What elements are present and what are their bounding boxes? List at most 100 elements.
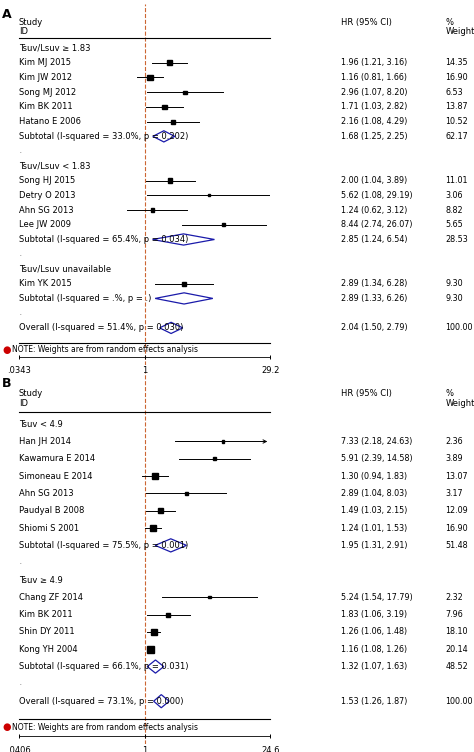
Text: Hatano E 2006: Hatano E 2006 bbox=[19, 117, 81, 126]
Bar bbox=[221, 441, 224, 443]
Bar bbox=[167, 60, 172, 65]
Text: Tsuv/Lsuv < 1.83: Tsuv/Lsuv < 1.83 bbox=[19, 162, 91, 170]
Text: 2.89 (1.34, 6.28): 2.89 (1.34, 6.28) bbox=[341, 279, 408, 288]
Text: 16.90: 16.90 bbox=[446, 523, 468, 532]
Text: 1.24 (0.62, 3.12): 1.24 (0.62, 3.12) bbox=[341, 205, 408, 214]
Text: %: % bbox=[446, 389, 454, 398]
Text: ID: ID bbox=[19, 26, 28, 35]
Bar bbox=[166, 613, 170, 617]
Bar bbox=[209, 596, 210, 599]
Text: 16.90: 16.90 bbox=[446, 73, 468, 82]
Text: Kim JW 2012: Kim JW 2012 bbox=[19, 73, 72, 82]
Text: 3.89: 3.89 bbox=[446, 454, 463, 463]
Text: NOTE: Weights are from random effects analysis: NOTE: Weights are from random effects an… bbox=[12, 723, 198, 732]
Bar bbox=[162, 105, 167, 109]
Text: 100.00: 100.00 bbox=[446, 323, 473, 332]
Bar bbox=[147, 646, 154, 653]
Text: 7.96: 7.96 bbox=[446, 610, 463, 619]
Text: Paudyal B 2008: Paudyal B 2008 bbox=[19, 506, 84, 515]
Text: Study: Study bbox=[19, 18, 43, 27]
Text: 10.52: 10.52 bbox=[446, 117, 468, 126]
Text: Lee JW 2009: Lee JW 2009 bbox=[19, 220, 71, 229]
Text: 2.85 (1.24, 6.54): 2.85 (1.24, 6.54) bbox=[341, 235, 408, 244]
Text: 3.06: 3.06 bbox=[446, 191, 463, 200]
Bar bbox=[147, 75, 153, 80]
Text: 48.52: 48.52 bbox=[446, 662, 468, 671]
Text: .: . bbox=[19, 311, 21, 316]
Text: 24.6: 24.6 bbox=[261, 746, 280, 752]
Text: 2.36: 2.36 bbox=[446, 437, 463, 446]
Polygon shape bbox=[154, 695, 169, 708]
Text: Song HJ 2015: Song HJ 2015 bbox=[19, 176, 75, 185]
Text: 1.16 (1.08, 1.26): 1.16 (1.08, 1.26) bbox=[341, 644, 408, 653]
Text: 2.00 (1.04, 3.89): 2.00 (1.04, 3.89) bbox=[341, 176, 408, 185]
Text: 1: 1 bbox=[142, 366, 147, 375]
Text: Tsuv/Lsuv unavailable: Tsuv/Lsuv unavailable bbox=[19, 265, 111, 274]
Text: 28.53: 28.53 bbox=[446, 235, 468, 244]
Text: 2.16 (1.08, 4.29): 2.16 (1.08, 4.29) bbox=[341, 117, 408, 126]
Text: 5.62 (1.08, 29.19): 5.62 (1.08, 29.19) bbox=[341, 191, 413, 200]
Text: Subtotal (I-squared = 75.5%, p = 0.001): Subtotal (I-squared = 75.5%, p = 0.001) bbox=[19, 541, 188, 550]
Text: 5.91 (2.39, 14.58): 5.91 (2.39, 14.58) bbox=[341, 454, 413, 463]
Text: 1.24 (1.01, 1.53): 1.24 (1.01, 1.53) bbox=[341, 523, 408, 532]
Text: 13.87: 13.87 bbox=[446, 102, 468, 111]
Polygon shape bbox=[153, 234, 214, 245]
Text: Kim YK 2015: Kim YK 2015 bbox=[19, 279, 72, 288]
Text: Study: Study bbox=[19, 389, 43, 398]
Text: Subtotal (I-squared = 65.4%, p = 0.034): Subtotal (I-squared = 65.4%, p = 0.034) bbox=[19, 235, 188, 244]
Bar bbox=[213, 457, 216, 460]
Text: Simoneau E 2014: Simoneau E 2014 bbox=[19, 472, 92, 481]
Text: HR (95% CI): HR (95% CI) bbox=[341, 18, 392, 27]
Polygon shape bbox=[160, 323, 183, 333]
Text: Subtotal (I-squared = 33.0%, p = 0.202): Subtotal (I-squared = 33.0%, p = 0.202) bbox=[19, 132, 188, 141]
Text: 1.53 (1.26, 1.87): 1.53 (1.26, 1.87) bbox=[341, 696, 408, 705]
Bar bbox=[152, 474, 157, 479]
Text: 7.33 (2.18, 24.63): 7.33 (2.18, 24.63) bbox=[341, 437, 413, 446]
Bar bbox=[158, 508, 163, 514]
Bar bbox=[182, 282, 186, 286]
Text: Kawamura E 2014: Kawamura E 2014 bbox=[19, 454, 95, 463]
Text: 62.17: 62.17 bbox=[446, 132, 468, 141]
Text: 29.2: 29.2 bbox=[261, 366, 279, 375]
Bar bbox=[183, 90, 187, 94]
Text: ID: ID bbox=[19, 399, 28, 408]
Text: 6.53: 6.53 bbox=[446, 88, 463, 97]
Bar bbox=[151, 629, 157, 635]
Text: NOTE: Weights are from random effects analysis: NOTE: Weights are from random effects an… bbox=[12, 345, 198, 354]
Text: Kong YH 2004: Kong YH 2004 bbox=[19, 644, 78, 653]
Text: 14.35: 14.35 bbox=[446, 58, 468, 67]
Text: Tsuv/Lsuv ≥ 1.83: Tsuv/Lsuv ≥ 1.83 bbox=[19, 44, 91, 53]
Text: Kim MJ 2015: Kim MJ 2015 bbox=[19, 58, 71, 67]
Polygon shape bbox=[147, 660, 164, 673]
Text: Song MJ 2012: Song MJ 2012 bbox=[19, 88, 76, 97]
Bar bbox=[208, 194, 210, 196]
Text: Overall (I-squared = 73.1%, p = 0.000): Overall (I-squared = 73.1%, p = 0.000) bbox=[19, 696, 183, 705]
Text: Shin DY 2011: Shin DY 2011 bbox=[19, 627, 74, 636]
Bar bbox=[168, 178, 173, 183]
Text: 12.09: 12.09 bbox=[446, 506, 468, 515]
Text: .: . bbox=[19, 252, 21, 256]
Text: 9.30: 9.30 bbox=[446, 294, 463, 303]
Text: 8.82: 8.82 bbox=[446, 205, 463, 214]
Text: Ahn SG 2013: Ahn SG 2013 bbox=[19, 205, 73, 214]
Text: 5.65: 5.65 bbox=[446, 220, 463, 229]
Text: .0406: .0406 bbox=[7, 746, 31, 752]
Text: Tsuv ≥ 4.9: Tsuv ≥ 4.9 bbox=[19, 575, 63, 584]
Text: 1.96 (1.21, 3.16): 1.96 (1.21, 3.16) bbox=[341, 58, 408, 67]
Text: .: . bbox=[19, 560, 21, 566]
Text: 1.49 (1.03, 2.15): 1.49 (1.03, 2.15) bbox=[341, 506, 408, 515]
Text: 1.26 (1.06, 1.48): 1.26 (1.06, 1.48) bbox=[341, 627, 408, 636]
Text: .: . bbox=[19, 681, 21, 687]
Text: 11.01: 11.01 bbox=[446, 176, 468, 185]
Text: 1.95 (1.31, 2.91): 1.95 (1.31, 2.91) bbox=[341, 541, 408, 550]
Text: 5.24 (1.54, 17.79): 5.24 (1.54, 17.79) bbox=[341, 593, 413, 602]
Text: 2.32: 2.32 bbox=[446, 593, 463, 602]
Text: Han JH 2014: Han JH 2014 bbox=[19, 437, 71, 446]
Text: 100.00: 100.00 bbox=[446, 696, 473, 705]
Text: .0343: .0343 bbox=[7, 366, 31, 375]
Polygon shape bbox=[153, 131, 175, 142]
Text: .: . bbox=[19, 149, 21, 153]
Polygon shape bbox=[155, 293, 213, 304]
Bar bbox=[150, 525, 156, 531]
Text: Subtotal (I-squared = .%, p = .): Subtotal (I-squared = .%, p = .) bbox=[19, 294, 151, 303]
